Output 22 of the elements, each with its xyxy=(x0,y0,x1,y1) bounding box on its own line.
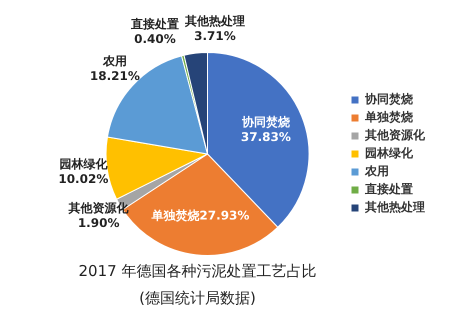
legend-label: 单独焚烧 xyxy=(364,110,413,124)
slice-label: 其他热处理 xyxy=(184,14,245,28)
legend-label: 其他热处理 xyxy=(364,200,425,214)
data-label: 18.21% xyxy=(90,68,140,83)
slice-label: 直接处置 xyxy=(130,16,179,31)
data-label: 37.83% xyxy=(240,130,291,144)
legend-label: 其他资源化 xyxy=(364,128,426,142)
slice-label: 其他资源化 xyxy=(68,201,130,216)
legend-label: 协同焚烧 xyxy=(364,92,413,106)
text: (德国统计局数据) xyxy=(138,289,257,308)
data-label: 10.02% xyxy=(58,172,108,186)
legend-label: 直接处置 xyxy=(364,182,413,196)
text: 2017 年德国各种污泥处置工艺占比 xyxy=(78,262,318,281)
data-label: 3.71% xyxy=(194,28,236,43)
slice-label: 协同焚烧 xyxy=(240,115,290,130)
category-label: 单独焚烧27.93% xyxy=(151,208,250,223)
legend-label: 农用 xyxy=(364,164,389,178)
data-label: 0.40% xyxy=(134,32,176,46)
slice-label: 园林绿化 xyxy=(59,156,108,171)
legend-label: 园林绿化 xyxy=(365,146,414,160)
slice-label: 农用 xyxy=(102,54,127,68)
data-label: 1.90% xyxy=(78,216,120,230)
